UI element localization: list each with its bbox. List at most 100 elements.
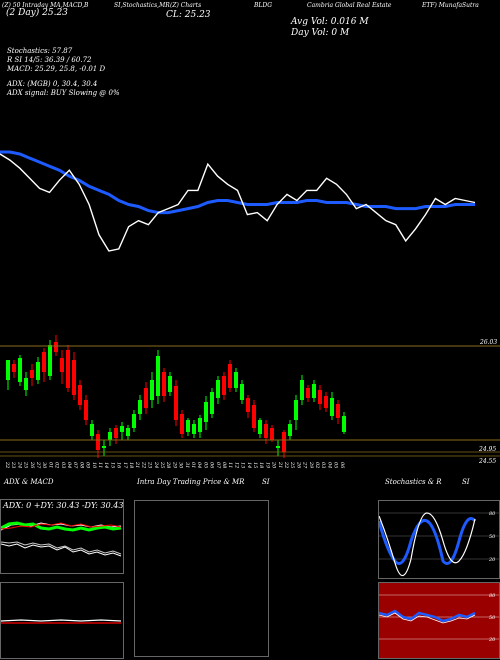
rsi-tick-50: 50 (489, 615, 496, 621)
x-label-52: 04 Dec (326, 462, 332, 470)
candle-body-25 (156, 356, 160, 396)
candle-body-36 (222, 376, 226, 395)
candle-body-38 (234, 372, 238, 388)
candle-body-20 (126, 428, 130, 436)
candle-body-9 (60, 358, 64, 372)
x-label-45: 22 Nov (283, 461, 289, 470)
candle-body-54 (330, 398, 334, 416)
adx-panel: ADX: 0 +DY: 30.43 -DY: 30.43 (0, 499, 124, 574)
x-label-14: 10 Oct (91, 462, 97, 470)
adx-values: ADX: 0 +DY: 30.43 -DY: 30.43 (3, 501, 124, 510)
x-label-29: 31 Oct (184, 462, 190, 470)
x-label-53: 05 Dec (333, 462, 339, 470)
x-label-30: 01 Nov (190, 462, 196, 470)
rsi-lines: 80 50 20 (379, 593, 499, 643)
header-fund-name: Cambria Global Real Estate (307, 2, 392, 9)
x-label-48: 27 Nov (302, 461, 308, 470)
x-label-41: 18 Nov (258, 462, 264, 470)
plus-di-line (1, 521, 122, 532)
candle-body-46 (282, 432, 286, 452)
candle-body-13 (84, 400, 88, 420)
candle-body-15 (96, 434, 100, 450)
x-label-50: 02 Dec (314, 462, 320, 470)
price-label-b2: 24.55 (478, 458, 496, 465)
x-label-23: 23 Oct (147, 461, 153, 470)
candle-body-24 (150, 380, 154, 400)
candle-body-37 (228, 364, 232, 388)
minus-di-line (1, 522, 122, 530)
x-label-28: 30 Oct (178, 462, 184, 470)
x-label-12: 08 Oct (78, 462, 84, 470)
avg-vol: Avg Vol: 0.016 M (291, 17, 369, 27)
candle-body-45 (276, 446, 280, 448)
stochastics-panel: 80 50 20 (378, 500, 500, 579)
day-vol: Day Vol: 0 M (291, 28, 350, 38)
candle-body-47 (288, 424, 292, 436)
x-label-24: 24 Oct (153, 461, 159, 470)
price-label-b1: 24.95 (478, 446, 496, 453)
adx-signal: ADX signal: BUY Slowing @ 0% (7, 89, 120, 97)
candle-body-50 (306, 388, 310, 398)
candle-body-23 (144, 388, 148, 408)
x-label-25: 25 Oct (159, 461, 165, 470)
candle-body-16 (102, 446, 106, 448)
intra-panel-si: SI (262, 478, 270, 486)
stoch-panel-title: Stochastics & R (385, 478, 442, 486)
intra-panel-title: Intra Day Trading Price & MR (137, 478, 245, 486)
candle-body-8 (54, 342, 58, 352)
header-source: ETF) MunafaSutra (422, 2, 479, 9)
x-label-44: 21 Nov (277, 461, 283, 470)
candle-body-14 (90, 424, 94, 436)
candle-body-3 (24, 378, 28, 390)
x-label-51: 03 Dec (320, 462, 326, 470)
price-chart (0, 150, 476, 252)
rsi-line: R SI 14/5: 36.39 / 60.72 (7, 56, 92, 64)
macd-panel (0, 582, 124, 659)
candle-body-0 (6, 360, 10, 380)
candle-body-35 (216, 380, 220, 398)
x-label-43: 20 Nov (271, 461, 277, 470)
candle-body-43 (264, 424, 268, 438)
ma-line (0, 150, 475, 215)
x-label-4: 26 Sep (29, 461, 35, 470)
header-title-3: (Z) Charts (170, 2, 202, 9)
candle-body-2 (18, 358, 22, 382)
candle-body-22 (138, 400, 142, 414)
rsi-line (379, 609, 476, 623)
candle-body-27 (168, 376, 172, 392)
x-label-40: 15 Nov (252, 462, 258, 470)
candle-body-41 (252, 405, 256, 428)
x-label-17: 15 Oct (109, 462, 115, 470)
candle-body-49 (300, 380, 304, 400)
x-label-39: 14 Nov (246, 462, 252, 470)
price-label-top: 26.03 (479, 339, 497, 346)
candle-body-55 (336, 404, 340, 418)
x-label-5: 27 Sep (35, 461, 41, 470)
candle-body-5 (36, 362, 40, 380)
x-label-37: 12 Nov (233, 462, 239, 470)
close-line: CL: 25.23 (166, 10, 211, 20)
stoch-tick-50: 50 (489, 534, 496, 540)
x-label-54: 06 Dec (339, 462, 345, 470)
rsi-tick-20: 20 (488, 637, 496, 643)
main-chart: 26.03 24.95 24.55 22 Sep23 Sep24 Sep25 S… (0, 150, 500, 470)
x-label-8: 02 Oct (54, 462, 60, 470)
x-label-32: 05 Nov (202, 462, 208, 470)
candle-body-17 (108, 432, 112, 440)
candle-body-6 (42, 352, 46, 372)
x-label-0: 22 Sep (4, 461, 10, 470)
adx-lower-line-1 (1, 543, 122, 557)
candle-body-30 (186, 420, 190, 432)
x-label-2: 24 Sep (16, 461, 22, 470)
x-label-10: 04 Oct (66, 462, 72, 470)
x-label-18: 16 Oct (116, 462, 122, 470)
x-label-15: 11 Oct (97, 462, 103, 470)
x-label-42: 19 Nov (264, 462, 270, 470)
stoch-tick-20: 20 (488, 557, 496, 563)
rsi-signal-line (379, 612, 476, 624)
adx-panel-title: ADX & MACD (4, 478, 54, 486)
candle-body-39 (240, 384, 244, 400)
x-label-47: 26 Nov (295, 461, 301, 470)
candle-body-7 (48, 345, 52, 376)
x-label-46: 25 Nov (289, 461, 295, 470)
